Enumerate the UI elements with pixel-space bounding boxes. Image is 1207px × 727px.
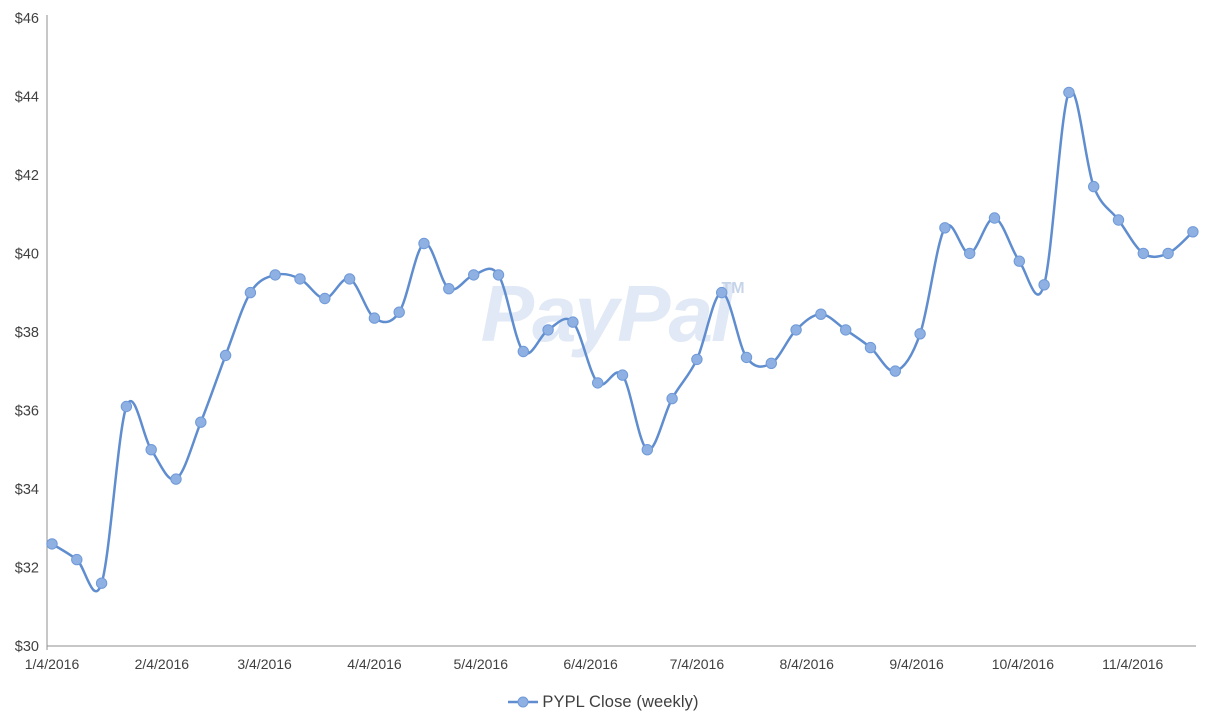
data-point-marker bbox=[1162, 247, 1174, 260]
data-point-marker bbox=[418, 237, 430, 250]
data-point-marker bbox=[343, 273, 356, 285]
x-axis-tick-label: 3/4/2016 bbox=[237, 656, 292, 672]
data-point-marker bbox=[492, 269, 505, 281]
x-axis-tick-label: 8/4/2016 bbox=[779, 656, 834, 672]
y-axis-tick-label: $44 bbox=[15, 89, 39, 105]
x-axis-tick-label: 1/4/2016 bbox=[25, 656, 80, 672]
data-point-marker bbox=[46, 538, 58, 550]
y-axis-tick-label: $42 bbox=[15, 168, 39, 184]
data-point-marker bbox=[815, 308, 827, 320]
data-point-marker bbox=[443, 283, 455, 295]
data-point-marker bbox=[716, 286, 728, 299]
data-point-marker bbox=[219, 349, 232, 362]
data-point-marker bbox=[864, 341, 877, 354]
data-point-marker bbox=[641, 444, 653, 456]
data-point-marker bbox=[1063, 86, 1075, 99]
data-point-marker bbox=[840, 324, 852, 336]
y-axis-tick-label: $36 bbox=[15, 403, 39, 419]
data-point-marker bbox=[1137, 247, 1150, 260]
data-point-marker bbox=[790, 324, 802, 336]
data-point-marker bbox=[468, 269, 480, 281]
data-point-marker bbox=[71, 553, 83, 566]
y-axis-tick-label: $30 bbox=[15, 639, 39, 655]
data-point-marker bbox=[914, 328, 926, 340]
y-axis-tick-label: $46 bbox=[15, 11, 39, 27]
data-point-marker bbox=[964, 247, 976, 260]
legend-label: PYPL Close (weekly) bbox=[542, 692, 699, 711]
data-point-marker bbox=[170, 473, 182, 485]
data-point-marker bbox=[542, 324, 554, 336]
watermark-paypal-logo-text: PayPal bbox=[481, 269, 735, 358]
data-point-marker bbox=[765, 357, 777, 369]
x-axis-tick-label: 2/4/2016 bbox=[135, 656, 190, 672]
x-axis-tick-label: 9/4/2016 bbox=[889, 656, 944, 672]
data-point-marker bbox=[740, 351, 753, 364]
data-point-marker bbox=[95, 577, 108, 589]
y-axis-tick-label: $40 bbox=[15, 246, 39, 262]
data-point-marker bbox=[666, 392, 678, 405]
data-point-marker bbox=[120, 400, 133, 413]
data-point-marker bbox=[319, 292, 331, 305]
data-point-marker bbox=[269, 269, 281, 281]
data-point-marker bbox=[1038, 279, 1050, 291]
data-point-marker bbox=[567, 316, 579, 328]
y-axis-tick-label: $34 bbox=[15, 482, 39, 498]
x-axis-tick-label: 4/4/2016 bbox=[347, 656, 402, 672]
data-point-marker bbox=[368, 312, 381, 324]
data-point-marker bbox=[145, 444, 157, 456]
x-axis-tick-label: 10/4/2016 bbox=[992, 656, 1054, 672]
data-point-marker bbox=[1088, 180, 1100, 193]
y-axis-tick-label: $38 bbox=[15, 325, 39, 341]
x-axis-tick-label: 5/4/2016 bbox=[453, 656, 508, 672]
x-axis-tick-label: 6/4/2016 bbox=[563, 656, 618, 672]
data-point-marker bbox=[889, 365, 901, 377]
data-point-marker bbox=[294, 273, 306, 285]
legend-line-marker-icon bbox=[508, 696, 539, 708]
y-axis-tick-label: $32 bbox=[15, 560, 39, 576]
x-axis-tick-label: 11/4/2016 bbox=[1102, 656, 1163, 672]
data-point-marker bbox=[393, 306, 405, 318]
data-point-marker bbox=[244, 286, 257, 299]
data-point-marker bbox=[691, 353, 703, 366]
data-point-marker bbox=[1112, 214, 1125, 226]
x-axis-tick-label: 7/4/2016 bbox=[670, 656, 725, 672]
data-point-marker bbox=[939, 222, 951, 234]
data-point-marker bbox=[616, 369, 629, 381]
data-point-marker bbox=[1013, 255, 1025, 267]
legend: PYPL Close (weekly) bbox=[0, 690, 1207, 714]
data-point-marker bbox=[517, 345, 529, 358]
data-point-marker bbox=[1187, 226, 1199, 238]
data-point-marker bbox=[988, 212, 1001, 224]
data-point-marker bbox=[592, 377, 604, 389]
data-point-marker bbox=[195, 416, 207, 428]
